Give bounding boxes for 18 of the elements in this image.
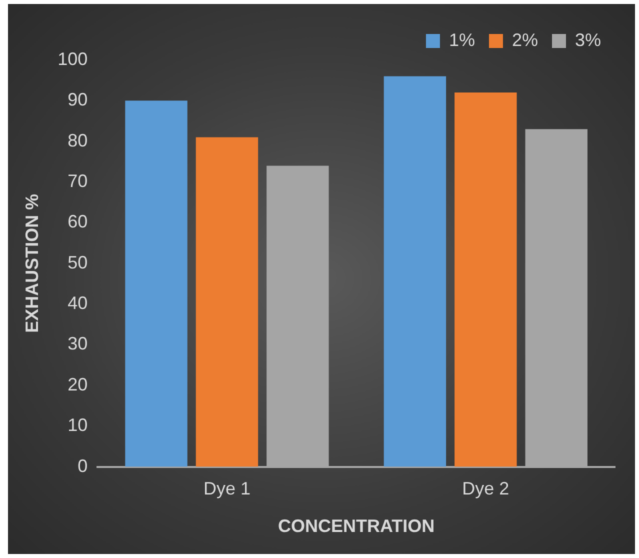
y-tick-label: 40 <box>68 293 88 314</box>
y-tick-label: 100 <box>58 48 88 69</box>
y-tick-label: 90 <box>68 90 88 110</box>
y-tick-label: 20 <box>68 374 88 394</box>
x-axis-title: CONCENTRATION <box>278 516 435 536</box>
y-tick-label: 80 <box>68 130 88 150</box>
y-axis-title: EXHAUSTION % <box>22 194 42 333</box>
legend-label: 1% <box>448 30 475 50</box>
legend-label: 3% <box>574 30 601 50</box>
y-tick-label: 30 <box>68 334 88 354</box>
y-tick-label: 0 <box>78 456 88 476</box>
x-tick-label: Dye 1 <box>203 478 250 499</box>
y-tick-label: 70 <box>68 171 88 192</box>
y-tick-label: 10 <box>68 415 88 436</box>
x-tick-label: Dye 2 <box>462 478 510 499</box>
y-tick-label: 50 <box>68 252 88 272</box>
legend-label: 2% <box>512 30 538 50</box>
y-tick-label: 60 <box>68 212 88 232</box>
